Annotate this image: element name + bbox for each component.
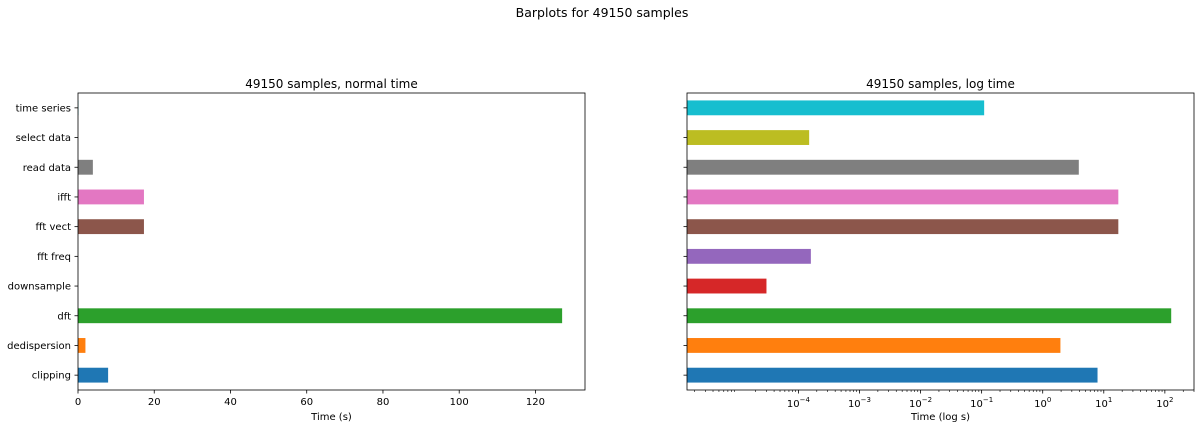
xtick-label: 100 bbox=[1034, 396, 1051, 410]
axes-frame bbox=[686, 92, 1195, 391]
xtick-label: 10−3 bbox=[848, 396, 871, 410]
ytick-label-ifft: ifft bbox=[57, 192, 71, 203]
ytick-label-clipping: clipping bbox=[32, 371, 71, 382]
ytick-label-downsample: downsample bbox=[8, 282, 71, 293]
bar-dedispersion bbox=[687, 338, 1061, 353]
bar-fft-vect bbox=[78, 219, 144, 235]
axes-title: 49150 samples, normal time bbox=[245, 77, 417, 91]
xtick-label: 100 bbox=[450, 397, 469, 408]
ytick-label-time-series: time series bbox=[16, 103, 71, 114]
bar-dft bbox=[78, 308, 563, 324]
bar-time-series bbox=[687, 100, 985, 116]
ytick-label-fft-vect: fft vect bbox=[36, 222, 72, 233]
xtick-label: 60 bbox=[300, 397, 313, 408]
xtick-label: 10−4 bbox=[787, 396, 811, 410]
xtick-label: 10−2 bbox=[909, 396, 932, 410]
ytick-label-dedispersion: dedispersion bbox=[7, 341, 71, 352]
bar-select-data bbox=[687, 130, 810, 145]
xtick-label: 102 bbox=[1156, 396, 1173, 410]
axes-frame bbox=[77, 92, 586, 391]
bar-clipping bbox=[687, 367, 1098, 383]
xtick-label: 101 bbox=[1095, 396, 1112, 410]
ytick-label-fft-freq: fft freq bbox=[37, 252, 71, 263]
xtick-label: 10−1 bbox=[970, 396, 993, 410]
bar-dedispersion bbox=[78, 338, 86, 353]
bar-downsample bbox=[687, 278, 767, 294]
figure-suptitle: Barplots for 49150 samples bbox=[515, 5, 689, 20]
bar-fft-freq bbox=[687, 248, 811, 264]
bar-read-data bbox=[78, 159, 93, 175]
xtick-label: 20 bbox=[148, 397, 161, 408]
bar-dft bbox=[687, 308, 1172, 324]
x-axis-label: Time (log s) bbox=[910, 412, 970, 423]
ytick-label-select-data: select data bbox=[16, 133, 71, 144]
panel-normal-time: clipping dedispersion dft downsample fft fre… bbox=[7, 77, 586, 423]
xtick-label: 0 bbox=[75, 397, 81, 408]
x-axis-label: Time (s) bbox=[310, 412, 352, 423]
bar-fft-vect bbox=[687, 219, 1119, 235]
panel-log-time: 10−4 10−3 10−2 10−1 100 101 102 49150 samples, … bbox=[683, 77, 1195, 423]
ytick-label-dft: dft bbox=[57, 311, 71, 322]
bar-ifft bbox=[78, 189, 144, 205]
bar-read-data bbox=[687, 159, 1079, 175]
xtick-label: 80 bbox=[377, 397, 390, 408]
bar-ifft bbox=[687, 189, 1119, 205]
xtick-label: 120 bbox=[526, 397, 545, 408]
xtick-label: 40 bbox=[224, 397, 237, 408]
ytick-label-read-data: read data bbox=[23, 163, 71, 174]
axes-title: 49150 samples, log time bbox=[866, 77, 1015, 91]
bar-clipping bbox=[78, 367, 109, 383]
